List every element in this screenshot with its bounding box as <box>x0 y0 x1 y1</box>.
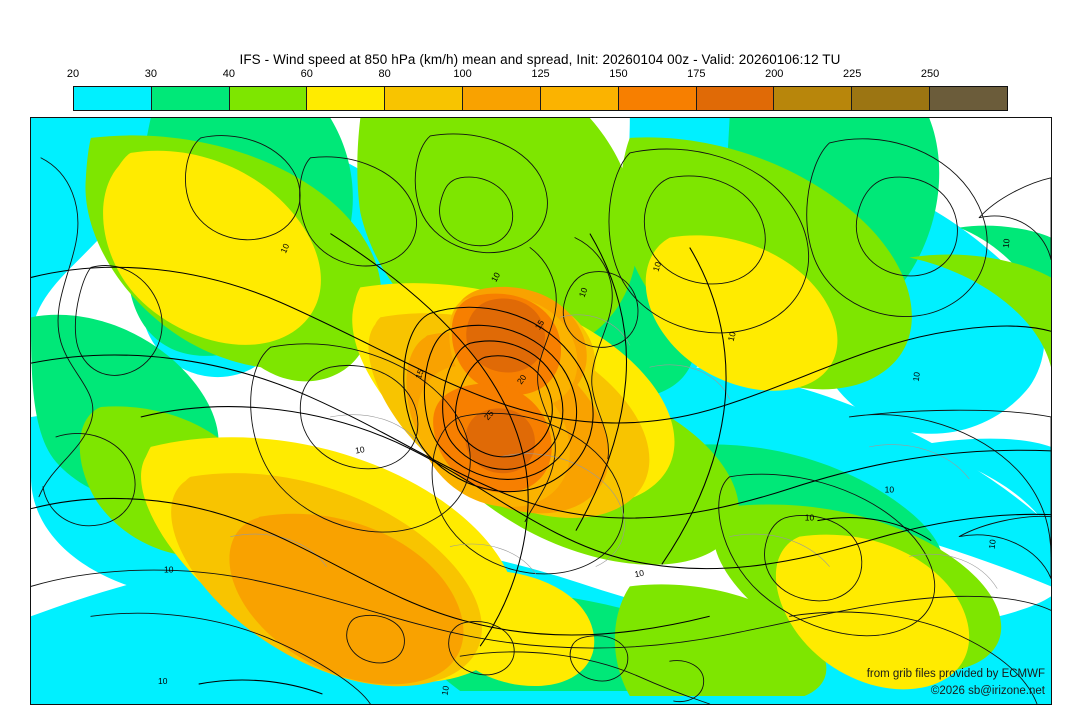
colorbar-segment-175 <box>696 87 775 110</box>
svg-text:10: 10 <box>278 242 291 255</box>
svg-text:10: 10 <box>489 270 502 283</box>
svg-text:10: 10 <box>805 513 815 523</box>
colorbar-tick-175: 175 <box>687 68 706 80</box>
colorbar-segment-150 <box>618 87 697 110</box>
svg-text:25: 25 <box>482 408 496 422</box>
colorbar-segment-225 <box>852 87 931 110</box>
colorbar-tick-250: 250 <box>920 68 940 80</box>
contour-label-group: 10 15 20 25 10 10 10 15 10 10 10 10 10 1… <box>158 238 1012 696</box>
colorbar-tick-225: 225 <box>842 68 862 80</box>
svg-text:10: 10 <box>987 538 998 549</box>
svg-text:10: 10 <box>164 564 174 574</box>
colorbar-tick-80: 80 <box>378 68 391 80</box>
colorbar-tick-200: 200 <box>765 68 784 80</box>
spread-contour-lines: 10 15 20 25 10 10 10 15 10 10 10 10 10 1… <box>31 118 1051 704</box>
map-frame[interactable]: 10 15 20 25 10 10 10 15 10 10 10 10 10 1… <box>30 117 1052 705</box>
colorbar-segment-250 <box>930 87 1007 110</box>
colorbar-tick-30: 30 <box>144 68 158 80</box>
colorbar-segment-40 <box>229 87 308 110</box>
windspeed-filled-contours <box>31 118 1051 704</box>
svg-text:10: 10 <box>1001 238 1012 249</box>
svg-text:10: 10 <box>651 260 664 272</box>
svg-text:10: 10 <box>726 330 738 342</box>
svg-text:10: 10 <box>158 676 168 686</box>
colorbar-segment-200 <box>774 87 853 110</box>
svg-text:10: 10 <box>354 444 365 456</box>
colorbar-tick-40: 40 <box>222 68 235 80</box>
colorbar-segment-60 <box>307 87 386 110</box>
colorbar-segment-125 <box>540 87 619 110</box>
colorbar-segment-20 <box>74 87 152 110</box>
colorbar-swatches <box>73 86 1008 111</box>
colorbar-tick-100: 100 <box>453 68 472 80</box>
colorbar-tick-150: 150 <box>609 68 628 80</box>
colorbar: 20 30 40 60 80 100 125 150 175 200 225 250 <box>67 68 1008 111</box>
chart-title: IFS - Wind speed at 850 hPa (km/h) mean … <box>239 52 841 67</box>
svg-text:10: 10 <box>634 568 645 580</box>
coastlines-and-borders <box>31 118 1051 704</box>
colorbar-segment-80 <box>385 87 464 110</box>
svg-text:10: 10 <box>577 286 590 299</box>
svg-text:10: 10 <box>439 685 451 696</box>
colorbar-tick-labels: 20 30 40 60 80 100 125 150 175 200 225 250 <box>67 68 1008 84</box>
svg-text:10: 10 <box>885 485 895 495</box>
colorbar-tick-125: 125 <box>531 68 550 80</box>
colorbar-tick-20: 20 <box>66 68 80 80</box>
svg-text:20: 20 <box>515 372 529 386</box>
svg-text:10: 10 <box>911 371 922 382</box>
svg-text:15: 15 <box>413 368 426 381</box>
colorbar-segment-100 <box>463 87 541 110</box>
colorbar-tick-60: 60 <box>300 68 313 80</box>
colorbar-segment-30 <box>151 87 230 110</box>
